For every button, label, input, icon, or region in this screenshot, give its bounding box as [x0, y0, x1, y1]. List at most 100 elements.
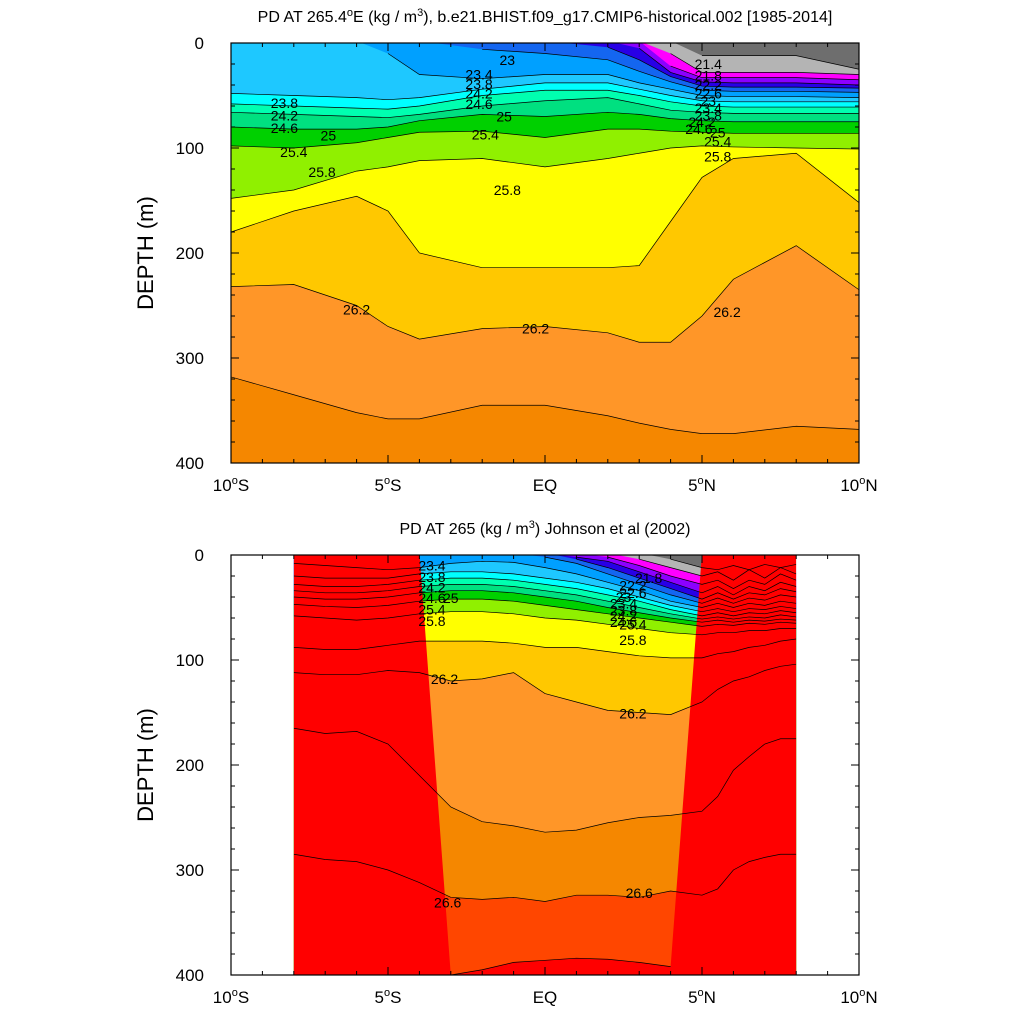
contour-label: 25.4 [619, 616, 646, 632]
contour-line [702, 55, 859, 70]
contour-label: 26.2 [343, 302, 370, 318]
contour-label: 22.6 [619, 585, 646, 601]
contour-label: 24.6 [271, 120, 298, 136]
y-tick-label: 100 [176, 651, 204, 670]
contour-line [387, 53, 859, 98]
x-tick-label: 5oS [375, 475, 402, 495]
contour-line [670, 65, 859, 81]
contour-line [482, 48, 859, 93]
contour-label: 26.2 [431, 671, 458, 687]
contour-label: 24.2 [418, 580, 445, 596]
y-tick-label: 200 [176, 244, 204, 263]
x-tick-label: 5oN [688, 475, 716, 495]
contour-label: 25.8 [619, 632, 646, 648]
contour-label: 25.4 [472, 126, 499, 142]
contour-label: 26.6 [434, 895, 461, 911]
y-axis-label: DEPTH (m) [133, 708, 158, 822]
contour-label: 25 [496, 109, 512, 125]
contour-label: 24.6 [610, 614, 637, 630]
contour-label: 23.4 [610, 595, 637, 611]
contour-line [231, 128, 859, 149]
contour-label: 24.2 [465, 85, 492, 101]
x-tick-label: 5oS [375, 987, 402, 1007]
contour-label: 25.4 [280, 144, 307, 160]
contour-field: 23.824.224.6 2525.425.826.22323.423.824.2… [231, 43, 859, 463]
contour-label: 26.2 [619, 706, 646, 722]
contour-label: 24.6 [418, 590, 445, 606]
contour-field: 23.423.824.224.62525.425.826.221.822.222… [293, 555, 797, 975]
x-tick-label: EQ [533, 988, 558, 1007]
contour-label: 25 [321, 127, 337, 143]
x-tick-label: 10oS [213, 987, 249, 1007]
contour-label: 25 [443, 590, 459, 606]
chart-title: PD AT 265.4oE (kg / m3), b.e21.BHIST.f09… [258, 7, 833, 26]
x-tick-label: 10oN [840, 475, 877, 495]
contour-label: 25.8 [418, 613, 445, 629]
contour-line [607, 46, 859, 89]
contour-line [607, 556, 797, 589]
contour-label: 26.2 [713, 304, 740, 320]
contour-label: 23 [616, 589, 632, 605]
contour-label: 23 [500, 52, 516, 68]
contour-line [231, 89, 859, 110]
contour-label: 23.8 [271, 95, 298, 111]
contour-label: 25.8 [704, 148, 731, 164]
contour-line [231, 245, 859, 343]
contour-label: 25.4 [418, 602, 445, 618]
contour-label: 26.6 [626, 885, 653, 901]
contour-label: 25.8 [494, 182, 521, 198]
contour-line [231, 82, 859, 103]
contour-label: 22.2 [619, 577, 646, 593]
contour-label: 22.6 [695, 85, 722, 101]
contour-label: 23.4 [418, 558, 445, 574]
y-axis-label: DEPTH (m) [133, 196, 158, 310]
contour-label: 23 [700, 93, 716, 109]
y-tick-label: 400 [176, 966, 204, 985]
panel-observed: PD AT 265 (kg / m3) Johnson et al (2002)… [133, 519, 878, 1007]
contour-label: 24.2 [688, 114, 715, 130]
y-tick-label: 100 [176, 139, 204, 158]
contour-label: 24.6 [465, 96, 492, 112]
chart-title: PD AT 265 (kg / m3) Johnson et al (2002) [399, 519, 690, 538]
contour-line [638, 47, 859, 86]
contour-line [670, 558, 797, 571]
contour-label: 25 [710, 124, 726, 140]
contour-line [293, 571, 797, 613]
contour-label: 23.8 [695, 107, 722, 123]
panel-model: PD AT 265.4oE (kg / m3), b.e21.BHIST.f09… [133, 7, 878, 495]
x-tick-label: EQ [533, 476, 558, 495]
contour-line [576, 556, 797, 596]
contour-label: 24.2 [271, 107, 298, 123]
y-tick-label: 400 [176, 454, 204, 473]
contour-band [293, 555, 797, 975]
contour-label: 24.2 [610, 608, 637, 624]
contour-label: 25.4 [704, 134, 731, 150]
y-tick-label: 300 [176, 349, 204, 368]
y-tick-label: 200 [176, 756, 204, 775]
contour-label: 23.4 [465, 67, 492, 83]
contour-line [639, 558, 797, 581]
contour-label: 23.8 [465, 76, 492, 92]
contour-line [231, 111, 859, 130]
contour-line [450, 957, 671, 975]
x-tick-label: 10oS [213, 475, 249, 495]
contour-label: 23.8 [418, 569, 445, 585]
contour-line [293, 611, 797, 636]
contour-label: 21.4 [695, 56, 722, 72]
contour-label: 24.6 [685, 121, 712, 137]
contour-line [544, 556, 797, 604]
contour-label: 22.2 [695, 77, 722, 93]
contour-label: 26.2 [522, 321, 549, 337]
contour-line [293, 584, 797, 620]
contour-line [293, 560, 797, 608]
contour-band [231, 376, 859, 463]
contour-line [670, 53, 859, 75]
contour-line [231, 152, 859, 269]
contour-band [231, 245, 859, 463]
contour-line [293, 853, 797, 902]
contour-line [231, 376, 859, 434]
y-tick-label: 0 [195, 546, 204, 565]
contour-label: 23.8 [610, 603, 637, 619]
contour-line [576, 558, 797, 600]
